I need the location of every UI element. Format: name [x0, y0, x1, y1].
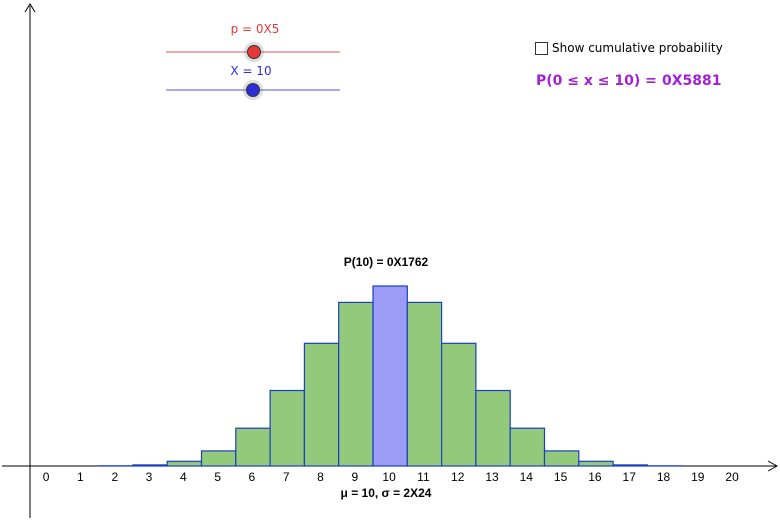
tick-label-9: 9: [351, 470, 358, 484]
tick-label-5: 5: [214, 470, 221, 484]
tick-label-15: 15: [554, 470, 568, 484]
bar-5: [200, 450, 237, 467]
bar-11: [406, 301, 443, 467]
tick-label-16: 16: [588, 470, 602, 484]
cumulative-probability-text: P(0 ≤ x ≤ 10) =: [536, 73, 657, 89]
bar-9: [338, 301, 374, 467]
tick-label-0: 0: [43, 470, 50, 484]
tick-labels: 0 1 2 3 4 5 6 7 8 9 10 11 12 13 14 15 16 17 18 19 20: [43, 470, 739, 484]
bar-4: [166, 460, 203, 467]
tick-label-8: 8: [317, 470, 324, 484]
bar-15: [543, 450, 580, 467]
tick-label-4: 4: [180, 470, 187, 484]
x-slider-label: X = 10: [230, 64, 272, 78]
cumulative-probability-value: 0X5881: [662, 73, 722, 89]
bar-7: [269, 389, 306, 467]
tick-label-7: 7: [283, 470, 290, 484]
checkbox-box[interactable]: [535, 41, 548, 55]
tick-label-13: 13: [485, 470, 499, 484]
checkbox-label: Show cumulative probability: [552, 41, 723, 55]
tick-label-12: 12: [451, 470, 465, 484]
p-slider-knob[interactable]: [247, 45, 261, 59]
tick-label-19: 19: [691, 470, 705, 484]
bar-3: [132, 464, 168, 467]
tick-label-10: 10: [382, 470, 396, 484]
x-slider-knob[interactable]: [246, 83, 260, 97]
y-axis-arrow: [24, 3, 36, 13]
bar-10: [372, 285, 408, 467]
bars: [97, 285, 683, 467]
p-slider-label: p = 0X5: [230, 22, 280, 36]
bar-16: [578, 460, 614, 467]
highlight-probability-label: P(10) = 0X1762: [344, 255, 429, 269]
tick-label-3: 3: [146, 470, 153, 484]
tick-label-17: 17: [623, 470, 637, 484]
x-axis-arrow: [767, 460, 779, 472]
x-axis-stats-label: μ = 10, σ = 2X24: [341, 486, 432, 500]
tick-label-11: 11: [417, 470, 430, 484]
tick-label-6: 6: [249, 470, 256, 484]
tick-label-2: 2: [111, 470, 118, 484]
bar-17: [612, 464, 648, 467]
bar-14: [509, 427, 546, 467]
bar-13: [475, 389, 511, 467]
bar-6: [235, 427, 271, 467]
tick-label-18: 18: [657, 470, 671, 484]
bar-8: [303, 342, 340, 467]
tick-label-14: 14: [520, 470, 534, 484]
tick-label-20: 20: [725, 470, 739, 484]
cumulative-checkbox[interactable]: Show cumulative probability: [535, 41, 723, 55]
tick-label-1: 1: [77, 470, 84, 484]
bar-12: [441, 342, 477, 467]
